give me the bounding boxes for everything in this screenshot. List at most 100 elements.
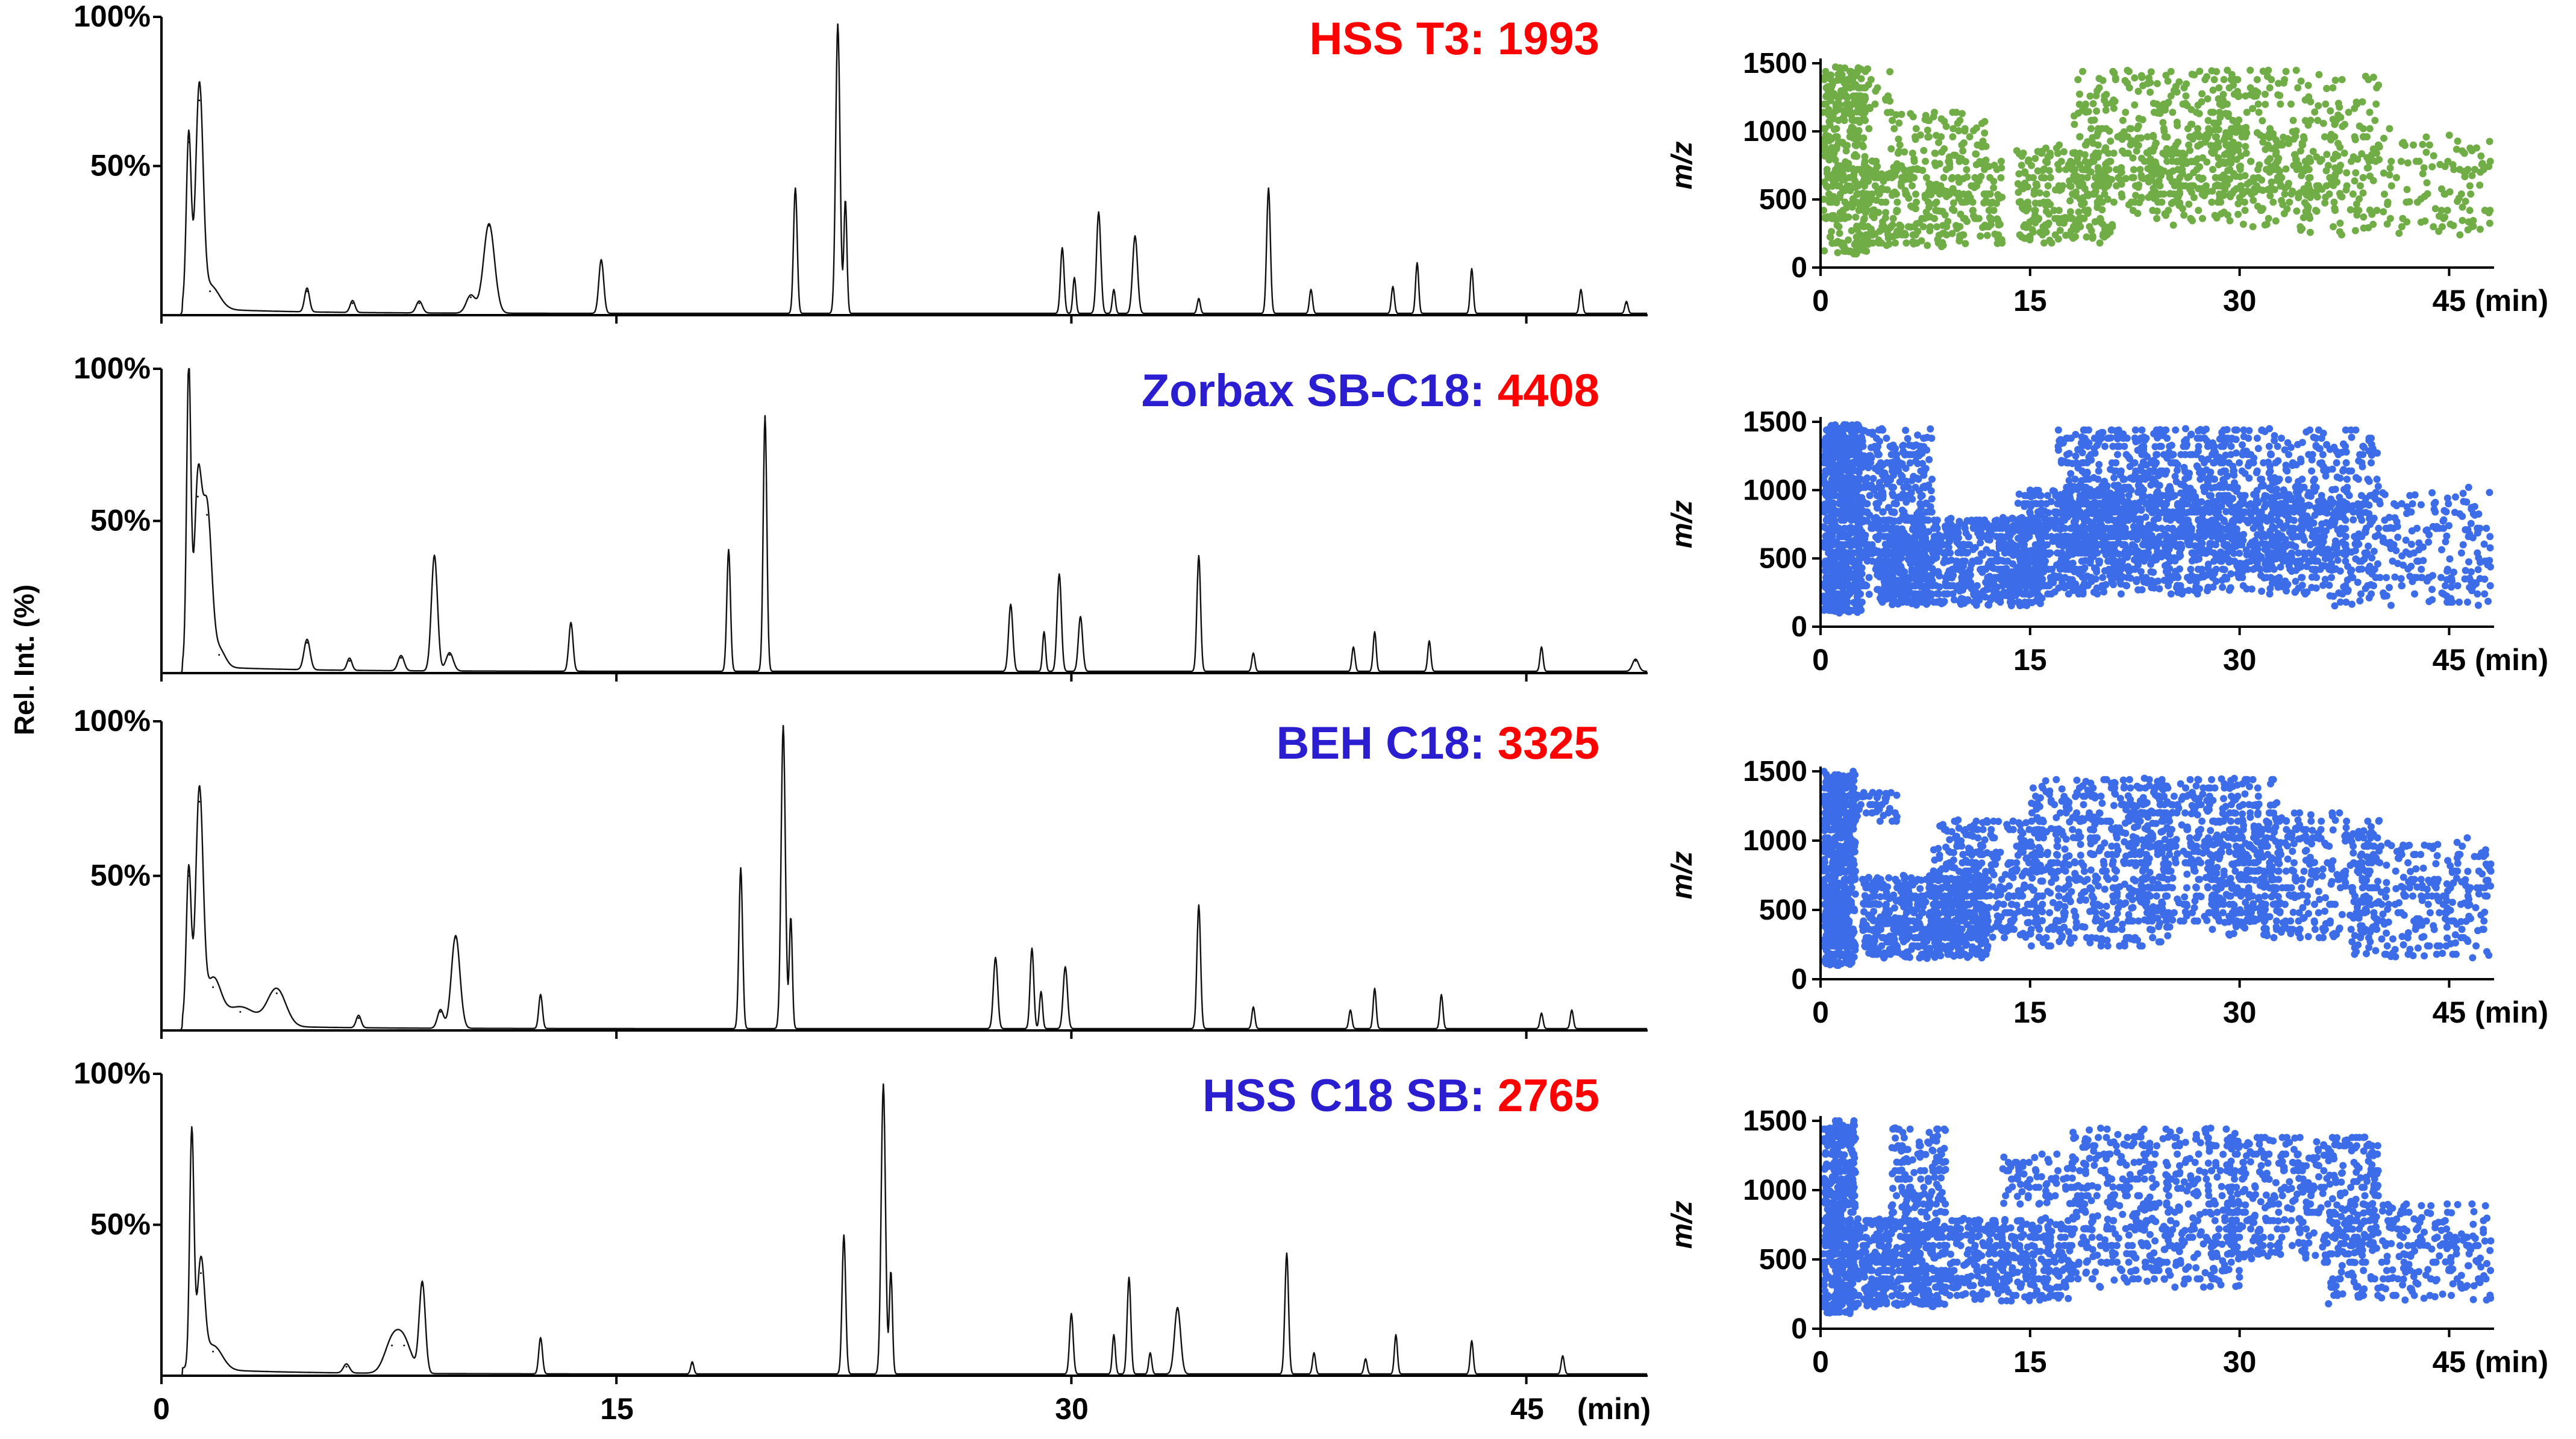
- scatter-point: [1878, 426, 1886, 434]
- scatter-point: [1900, 508, 1908, 516]
- scatter-point: [1933, 198, 1940, 206]
- scatter-point: [1983, 231, 1991, 239]
- y-tick-label: 100%: [73, 704, 151, 738]
- scatter-point: [2222, 141, 2230, 149]
- peak-apex: [837, 25, 839, 27]
- scatter-point: [1887, 169, 1894, 177]
- scatter-point: [1881, 524, 1889, 532]
- peak-apex: [1392, 287, 1394, 289]
- scatter-point: [2321, 199, 2329, 207]
- scatter-point: [1928, 565, 1936, 572]
- scatter-point: [1863, 474, 1871, 482]
- scatter-point: [2322, 167, 2330, 175]
- scatter-point: [2180, 84, 2188, 92]
- scatter-point: [2148, 168, 2156, 175]
- scatter-point: [2314, 116, 2322, 124]
- scatter-point: [1885, 557, 1893, 565]
- scatter-point: [2044, 182, 2052, 190]
- scatter-point: [2185, 141, 2193, 149]
- scatter-point: [1836, 193, 1843, 201]
- scatter-point: [1865, 574, 1873, 582]
- peak-apex: [843, 1236, 845, 1238]
- scatter-point: [2072, 188, 2080, 196]
- scatter-point: [1836, 483, 1844, 491]
- peak-apex: [218, 654, 220, 656]
- scatter-point: [2435, 227, 2443, 235]
- scatter-point: [2299, 141, 2307, 149]
- scatter-point: [1964, 548, 1972, 556]
- scatter-point: [1883, 566, 1891, 574]
- scatter-point: [1882, 208, 1890, 216]
- scatter-point: [1893, 198, 1901, 206]
- scatter-point: [1828, 198, 1836, 206]
- peak-apex: [209, 290, 211, 292]
- scatter-point: [2031, 155, 2039, 162]
- scatter-point: [2437, 185, 2445, 193]
- scatter-point: [2220, 174, 2228, 181]
- scatter-point: [2080, 215, 2088, 222]
- scatter-point: [2133, 147, 2140, 155]
- scatter-point: [1979, 533, 1987, 541]
- scatter-point: [1828, 553, 1836, 560]
- scatter-point: [2459, 216, 2466, 224]
- scatter-point: [2351, 136, 2359, 143]
- scatter-point: [2330, 223, 2337, 231]
- scatter-point: [2352, 200, 2360, 208]
- scatter-point: [1854, 133, 1862, 140]
- scatter-point: [2071, 121, 2078, 128]
- scatter-point: [2386, 215, 2394, 222]
- scatter-point: [2068, 166, 2076, 174]
- peak-apex: [1571, 1011, 1573, 1013]
- peak-apex: [1198, 299, 1200, 301]
- scatter-point: [2164, 77, 2172, 85]
- scatter-point: [1860, 236, 1868, 243]
- scatter-point: [1918, 549, 1925, 557]
- scatter-point: [1928, 475, 1936, 483]
- scatter-point: [1860, 134, 1868, 142]
- peak-apex: [1073, 278, 1075, 281]
- scatter-point: [2052, 144, 2060, 152]
- scatter-point: [1910, 557, 1918, 565]
- scatter-point: [2138, 154, 2145, 162]
- scatter-point: [2163, 133, 2171, 141]
- scatter-point: [1910, 157, 1918, 165]
- scatter-point: [1842, 541, 1849, 548]
- scatter-point: [2246, 66, 2254, 74]
- peak-apex: [1113, 290, 1115, 292]
- scatter-point: [2022, 516, 2030, 524]
- scatter-point: [2149, 184, 2157, 192]
- scatter-point: [2081, 157, 2089, 165]
- scatter-point: [2086, 223, 2093, 231]
- scatter-point: [2138, 174, 2146, 182]
- scatter-point: [1875, 549, 1882, 557]
- scatter-point: [2178, 166, 2186, 174]
- chromatogram-panel: 50%100% BEH C18: 3325: [73, 704, 1648, 1039]
- scatter-point: [1878, 590, 1886, 598]
- peak-apex: [421, 1284, 424, 1287]
- panel-title: HSS T3: 1993: [1309, 13, 1599, 64]
- scatter-point: [1887, 451, 1895, 459]
- scatter-point: [1925, 133, 1933, 140]
- scatter-point: [2242, 124, 2250, 131]
- scatter-point: [2133, 125, 2141, 133]
- scatter-point: [2220, 208, 2228, 216]
- scatter-point: [2146, 89, 2154, 96]
- scatter-point: [1921, 192, 1929, 199]
- scatter-point: [1874, 443, 1882, 451]
- scatter-point: [2393, 174, 2400, 181]
- scatter-point: [2054, 426, 2062, 434]
- scatter-point: [2272, 217, 2280, 225]
- scatter-point: [2404, 159, 2412, 167]
- scatter-point: [1948, 205, 1956, 213]
- scatter-point: [1830, 125, 1838, 133]
- scatter-point: [1918, 539, 1925, 547]
- scatter-point: [2055, 207, 2063, 215]
- scatter-point: [2081, 557, 2089, 565]
- scatter-point: [2030, 516, 2038, 524]
- scatter-point: [2009, 560, 2016, 568]
- scatter-point: [2289, 116, 2297, 124]
- scatter-point: [2278, 141, 2286, 149]
- scatter-point: [1924, 574, 1932, 582]
- scatter-point: [2380, 134, 2387, 142]
- scatter-point: [2266, 125, 2274, 133]
